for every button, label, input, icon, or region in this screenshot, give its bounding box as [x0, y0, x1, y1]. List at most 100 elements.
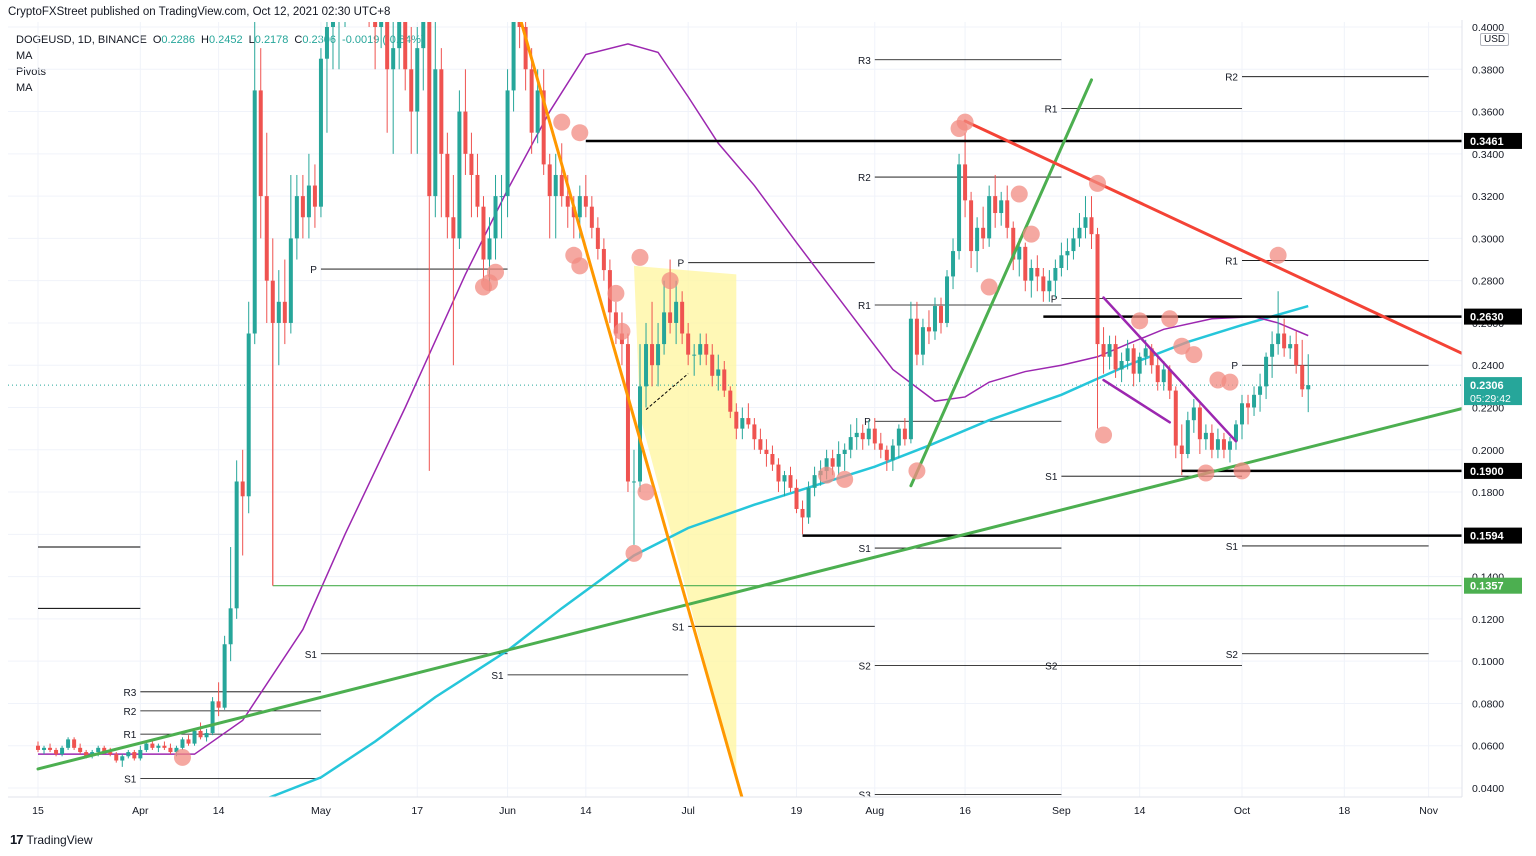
- indicator-ma-1[interactable]: MA: [16, 50, 33, 62]
- candle-body: [318, 58, 323, 207]
- y-tick-label: 0.3400: [1472, 149, 1504, 161]
- swing-marker: [571, 257, 589, 275]
- candle-body: [379, 22, 384, 27]
- trendline-green-august: [909, 78, 1093, 488]
- swing-marker: [818, 466, 836, 484]
- x-tick-label: Apr: [132, 805, 149, 817]
- candle-body: [541, 90, 546, 165]
- x-tick-label: Nov: [1419, 805, 1438, 817]
- price-chart[interactable]: R3 R2 R1 S1 P S1 S1 P S1 R3 R2 R1 P S1 S2 S3 R1 P S1 S2 R2 R1…: [0, 20, 1536, 832]
- price-label-text: 0.1357: [1470, 581, 1504, 593]
- candle-body: [282, 301, 287, 323]
- candle-body: [914, 318, 919, 355]
- candle-body: [674, 301, 679, 323]
- candle-body: [276, 301, 281, 323]
- symbol-label[interactable]: DOGEUSD, 1D, BINANCE: [16, 34, 147, 46]
- candle-body: [836, 454, 841, 467]
- candle-body: [108, 752, 113, 755]
- y-tick-label: 0.0600: [1472, 741, 1504, 753]
- candle-body: [625, 344, 630, 482]
- candle-body: [830, 458, 835, 467]
- tradingview-logo[interactable]: 17 TradingView: [10, 832, 93, 847]
- pivot-label: S1: [1226, 542, 1239, 553]
- swing-marker: [625, 544, 643, 562]
- y-tick-label: 0.2000: [1472, 445, 1504, 457]
- pivot-label: R1: [858, 301, 871, 312]
- pivot-label: P: [864, 417, 871, 428]
- price-label-text: 0.1594: [1470, 531, 1505, 543]
- candle-body: [216, 701, 221, 708]
- pivot-label: R1: [124, 730, 137, 741]
- pivot-label: P: [310, 265, 317, 276]
- pivot-label: R1: [1225, 257, 1238, 268]
- candle-body: [1240, 403, 1244, 425]
- swing-marker: [661, 272, 679, 290]
- swing-marker: [487, 263, 505, 281]
- candle-body: [102, 747, 107, 753]
- candle-body: [535, 90, 540, 133]
- candle-body: [204, 733, 209, 738]
- price-unit-label[interactable]: USD: [1480, 33, 1510, 46]
- candle-body: [445, 153, 450, 218]
- candle-body: [78, 747, 83, 753]
- candle-body: [878, 443, 883, 450]
- candle-body: [999, 200, 1004, 214]
- candle-body: [1023, 246, 1028, 281]
- candle-body: [1005, 200, 1010, 228]
- candle-body: [969, 200, 974, 252]
- price-countdown-text: 05:29:42: [1470, 393, 1511, 405]
- pivot-label: S1: [491, 671, 504, 682]
- indicator-ma-2[interactable]: MA: [16, 82, 33, 94]
- swing-marker: [613, 322, 631, 340]
- candle-body: [559, 174, 564, 197]
- candle-body: [908, 318, 913, 440]
- candle-body: [1089, 217, 1094, 235]
- candle-body: [252, 90, 257, 334]
- x-tick-label: 16: [959, 805, 971, 817]
- candle-body: [487, 238, 492, 260]
- candle-body: [848, 437, 853, 450]
- swing-marker: [571, 124, 589, 142]
- ohlc-low: L0.2178: [248, 34, 289, 46]
- candle-body: [1221, 439, 1226, 450]
- candle-body: [36, 745, 40, 750]
- candle-body: [457, 111, 462, 239]
- x-tick-label: Jun: [499, 805, 516, 817]
- candle-body: [60, 747, 65, 755]
- candle-body: [144, 743, 149, 750]
- candle-body: [42, 747, 47, 750]
- candle-body: [397, 22, 402, 49]
- candle-body: [794, 487, 799, 509]
- price-label-text: 0.2306: [1470, 380, 1504, 392]
- ohlc-high: H0.2452: [201, 34, 243, 46]
- pivot-label: S3: [859, 790, 872, 801]
- candle-body: [132, 752, 137, 759]
- candle-body: [1258, 386, 1263, 395]
- candle-body: [1143, 348, 1148, 357]
- candle-body: [896, 428, 901, 446]
- candle-body: [975, 227, 980, 252]
- pivot-label: S1: [1045, 472, 1058, 483]
- pivot-label: R1: [1045, 104, 1058, 115]
- candle-body: [222, 644, 227, 708]
- y-tick-label: 0.0400: [1472, 783, 1504, 795]
- candle-body: [1077, 227, 1082, 239]
- swing-marker: [631, 248, 649, 266]
- pivot-label: S1: [305, 650, 318, 661]
- candle-body: [234, 481, 239, 609]
- pivot-label: R2: [1225, 73, 1238, 84]
- x-tick-label: May: [311, 805, 332, 817]
- candle-body: [631, 481, 636, 483]
- candle-body: [529, 69, 534, 133]
- candle-body: [680, 301, 685, 334]
- candle-body: [270, 280, 275, 323]
- x-tick-label: 14: [580, 805, 592, 817]
- pivot-label: P: [1231, 361, 1238, 372]
- swing-marker: [1095, 426, 1113, 444]
- candle-body: [1041, 276, 1046, 292]
- candle-body: [553, 174, 558, 197]
- trendline-red-resistance: [963, 119, 1462, 356]
- candle-body: [162, 745, 167, 748]
- candle-body: [854, 432, 859, 438]
- y-tick-label: 0.3600: [1472, 107, 1504, 119]
